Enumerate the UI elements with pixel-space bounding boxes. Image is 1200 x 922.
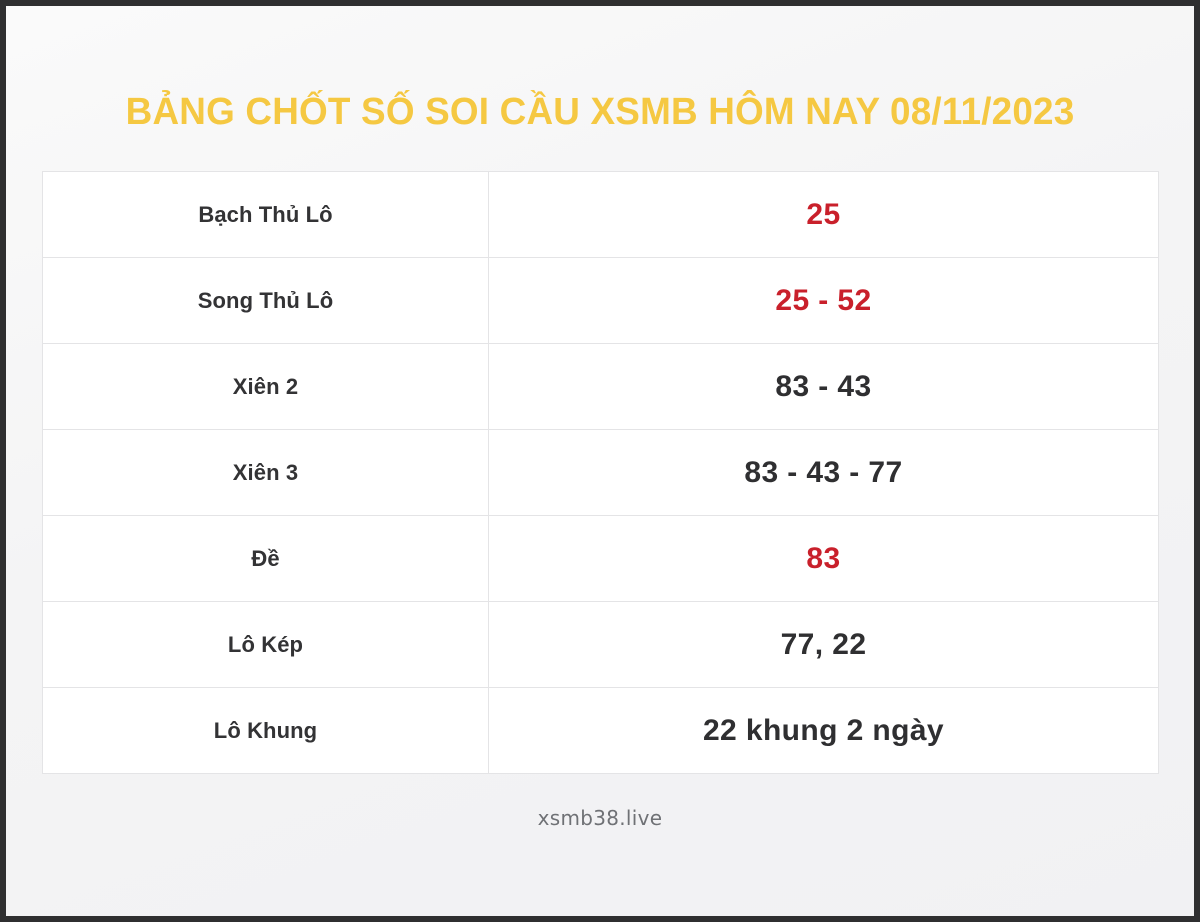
row-label: Đề bbox=[251, 545, 280, 571]
row-label-cell: Xiên 3 bbox=[42, 429, 489, 516]
row-value-cell: 83 - 43 - 77 bbox=[488, 429, 1159, 516]
row-label-cell: Lô Khung bbox=[42, 687, 489, 774]
row-label-cell: Song Thủ Lô bbox=[42, 257, 489, 344]
row-label-cell: Bạch Thủ Lô bbox=[42, 171, 489, 258]
table-row: Lô Khung 22 khung 2 ngày bbox=[42, 687, 1159, 774]
table-row: Lô Kép 77, 22 bbox=[42, 601, 1159, 688]
table-body: Bạch Thủ Lô 25 Song Thủ Lô 25 - 52 Xiên 2 83 … bbox=[42, 171, 1159, 774]
footer-site-label: xsmb38.live bbox=[537, 806, 663, 830]
row-label-cell: Lô Kép bbox=[42, 601, 489, 688]
chot-so-table: Bạch Thủ Lô 25 Song Thủ Lô 25 - 52 Xiên 2 83 … bbox=[42, 171, 1159, 774]
row-label: Xiên 2 bbox=[232, 373, 299, 399]
page-title: BẢNG CHỐT SỐ SOI CẦU XSMB HÔM NAY 08/11/… bbox=[125, 91, 1075, 133]
row-value: 22 khung 2 ngày bbox=[702, 713, 945, 747]
row-label-cell: Đề bbox=[42, 515, 489, 602]
table-row: Xiên 2 83 - 43 bbox=[42, 343, 1159, 430]
row-label-cell: Xiên 2 bbox=[42, 343, 489, 430]
table-row: Xiên 3 83 - 43 - 77 bbox=[42, 429, 1159, 516]
row-value-cell: 77, 22 bbox=[488, 601, 1159, 688]
row-value-cell: 83 - 43 bbox=[488, 343, 1159, 430]
row-value-cell: 83 bbox=[488, 515, 1159, 602]
chot-so-table-container: Bạch Thủ Lô 25 Song Thủ Lô 25 - 52 Xiên 2 83 … bbox=[42, 171, 1159, 774]
row-value: 83 - 43 bbox=[775, 369, 872, 403]
table-row: Đề 83 bbox=[42, 515, 1159, 602]
row-label: Bạch Thủ Lô bbox=[198, 201, 333, 227]
row-value-cell: 25 bbox=[488, 171, 1159, 258]
table-row: Bạch Thủ Lô 25 bbox=[42, 171, 1159, 258]
row-value: 77, 22 bbox=[780, 627, 867, 661]
row-value-cell: 22 khung 2 ngày bbox=[488, 687, 1159, 774]
row-value: 83 bbox=[806, 541, 841, 575]
row-label: Song Thủ Lô bbox=[197, 287, 334, 313]
row-label: Lô Kép bbox=[227, 631, 304, 657]
table-row: Song Thủ Lô 25 - 52 bbox=[42, 257, 1159, 344]
row-value: 25 - 52 bbox=[775, 283, 872, 317]
row-label: Xiên 3 bbox=[232, 459, 299, 485]
row-value: 25 bbox=[806, 197, 841, 231]
row-label: Lô Khung bbox=[213, 717, 318, 743]
row-value: 83 - 43 - 77 bbox=[744, 455, 903, 489]
row-value-cell: 25 - 52 bbox=[488, 257, 1159, 344]
